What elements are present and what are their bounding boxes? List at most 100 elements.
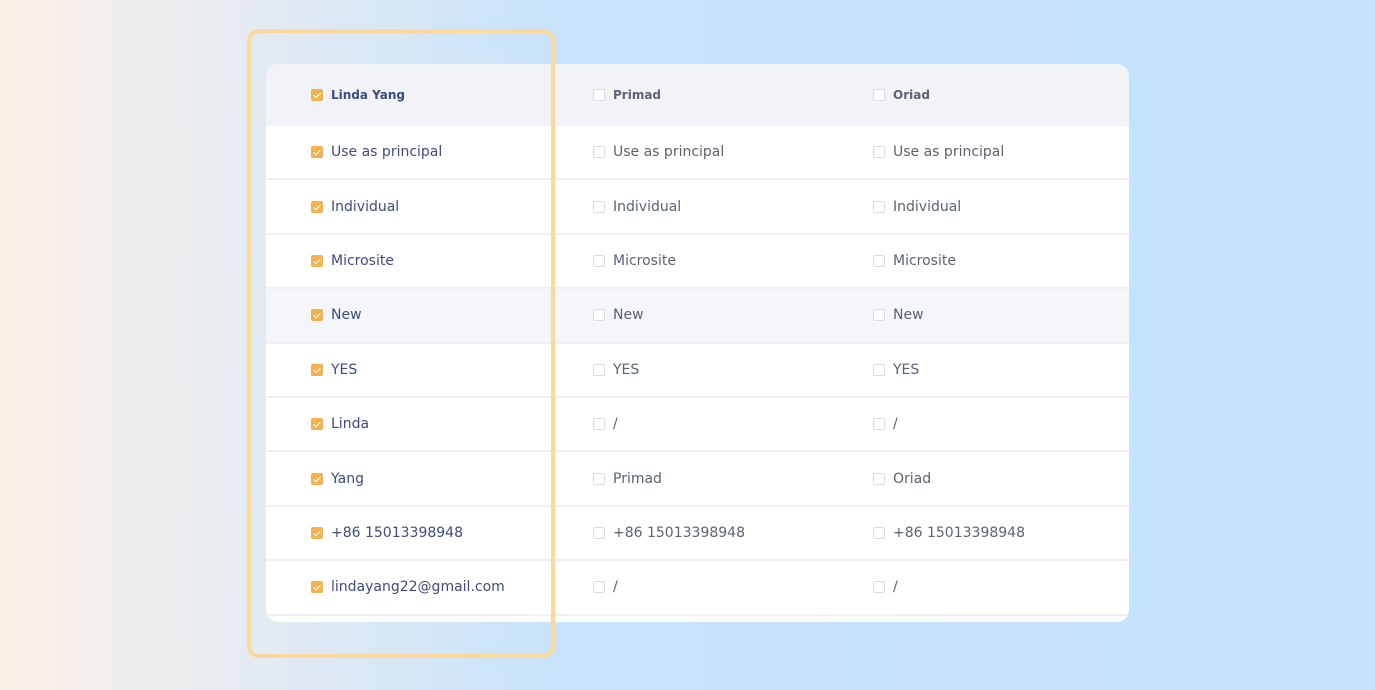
field-option[interactable]: Oriad (873, 471, 931, 487)
field-option[interactable]: Individual (593, 199, 681, 215)
field-option[interactable]: Microsite (873, 253, 956, 269)
header-row: Linda Yang Primad Oriad (266, 64, 1129, 126)
field-option[interactable]: New (873, 307, 924, 323)
checkbox[interactable] (873, 472, 885, 485)
cell-label: Linda Yang (331, 88, 405, 102)
cell-label: New (893, 307, 924, 324)
field-option[interactable]: YES (873, 362, 919, 378)
field-option[interactable]: Microsite (593, 253, 676, 269)
table-row: Individual Individual Individual (266, 180, 1129, 235)
checkbox[interactable] (873, 581, 885, 594)
checkbox[interactable] (311, 254, 323, 267)
column-header[interactable]: Primad (593, 88, 661, 102)
cell-label: Individual (331, 198, 400, 215)
cell-label: / (613, 416, 618, 433)
checkbox[interactable] (873, 418, 885, 431)
field-option[interactable]: Use as principal (593, 144, 724, 160)
cell-label: / (893, 416, 898, 433)
table-row: YES YES YES (266, 344, 1129, 398)
checkbox[interactable] (593, 581, 605, 594)
checkbox[interactable] (593, 89, 605, 101)
field-option[interactable]: Individual (873, 199, 961, 215)
table-row: +86 15013398948 +86 15013398948 +86 150133… (266, 507, 1129, 562)
checkbox[interactable] (593, 526, 605, 539)
checkbox[interactable] (593, 200, 605, 213)
checkbox[interactable] (593, 254, 605, 267)
column-header[interactable]: Linda Yang (311, 88, 405, 102)
checkbox[interactable] (873, 89, 885, 101)
checkbox[interactable] (311, 309, 323, 322)
field-option[interactable]: / (593, 416, 618, 432)
field-option[interactable]: / (593, 579, 618, 595)
cell-label: Primad (613, 470, 662, 487)
field-option[interactable]: Use as principal (311, 144, 442, 160)
checkbox[interactable] (873, 309, 885, 322)
field-option[interactable]: / (873, 579, 898, 595)
checkbox[interactable] (873, 363, 885, 376)
checkbox[interactable] (311, 363, 323, 376)
table-row: Microsite Microsite Microsite (266, 235, 1129, 290)
table-row: lindayang22@gmail.com / / (266, 561, 1129, 616)
cell-label: Microsite (893, 252, 956, 269)
field-option[interactable]: Individual (311, 199, 399, 215)
cell-label: Microsite (331, 252, 394, 269)
field-option[interactable]: +86 15013398948 (593, 525, 745, 541)
checkbox[interactable] (593, 309, 605, 322)
checkbox[interactable] (311, 418, 323, 431)
checkbox[interactable] (873, 146, 885, 159)
merge-contacts-table: Linda Yang Primad Oriad Use as principal Use… (266, 64, 1129, 622)
cell-label: +86 15013398948 (613, 524, 745, 541)
field-option[interactable]: Linda (311, 416, 369, 432)
checkbox[interactable] (593, 472, 605, 485)
field-option[interactable]: YES (311, 362, 357, 378)
field-option[interactable]: Microsite (311, 253, 394, 269)
checkbox[interactable] (311, 472, 323, 485)
field-option[interactable]: +86 15013398948 (873, 525, 1025, 541)
cell-label: Individual (613, 198, 682, 215)
checkbox[interactable] (873, 200, 885, 213)
cell-label: +86 15013398948 (331, 524, 463, 541)
cell-label: Microsite (613, 252, 676, 269)
cell-label: lindayang22@gmail.com (331, 579, 505, 596)
cell-label: / (613, 579, 618, 596)
cell-label: YES (331, 361, 358, 378)
cell-label: Use as principal (331, 144, 443, 161)
checkbox[interactable] (311, 200, 323, 213)
checkbox[interactable] (593, 363, 605, 376)
field-option[interactable]: Use as principal (873, 144, 1004, 160)
field-option[interactable]: New (311, 307, 362, 323)
column-header[interactable]: Oriad (873, 88, 930, 102)
cell-label: Oriad (893, 470, 932, 487)
cell-label: +86 15013398948 (893, 524, 1025, 541)
cell-label: Oriad (893, 88, 930, 102)
cell-label: Individual (893, 198, 962, 215)
cell-label: New (331, 307, 362, 324)
checkbox[interactable] (873, 526, 885, 539)
checkbox[interactable] (593, 418, 605, 431)
field-option[interactable]: / (873, 416, 898, 432)
table-row: Linda / / (266, 398, 1129, 453)
field-option[interactable]: +86 15013398948 (311, 525, 463, 541)
checkbox[interactable] (311, 526, 323, 539)
checkbox[interactable] (873, 254, 885, 267)
checkbox[interactable] (311, 146, 323, 159)
checkbox[interactable] (593, 146, 605, 159)
field-option[interactable]: lindayang22@gmail.com (311, 579, 505, 595)
field-option[interactable]: YES (593, 362, 639, 378)
table-row: New New New (266, 289, 1129, 344)
field-option[interactable]: Yang (311, 471, 364, 487)
field-option[interactable]: New (593, 307, 644, 323)
cell-label: Use as principal (893, 144, 1005, 161)
checkbox[interactable] (311, 581, 323, 594)
cell-label: Primad (613, 88, 662, 102)
table-row: Use as principal Use as principal Use as p… (266, 126, 1129, 181)
cell-label: / (893, 579, 898, 596)
checkbox[interactable] (311, 89, 323, 101)
cell-label: Yang (331, 470, 364, 487)
field-option[interactable]: Primad (593, 471, 662, 487)
cell-label: YES (893, 361, 920, 378)
table-row: Yang Primad Oriad (266, 452, 1129, 507)
cell-label: New (613, 307, 644, 324)
cell-label: Linda (331, 416, 370, 433)
cell-label: YES (613, 361, 640, 378)
